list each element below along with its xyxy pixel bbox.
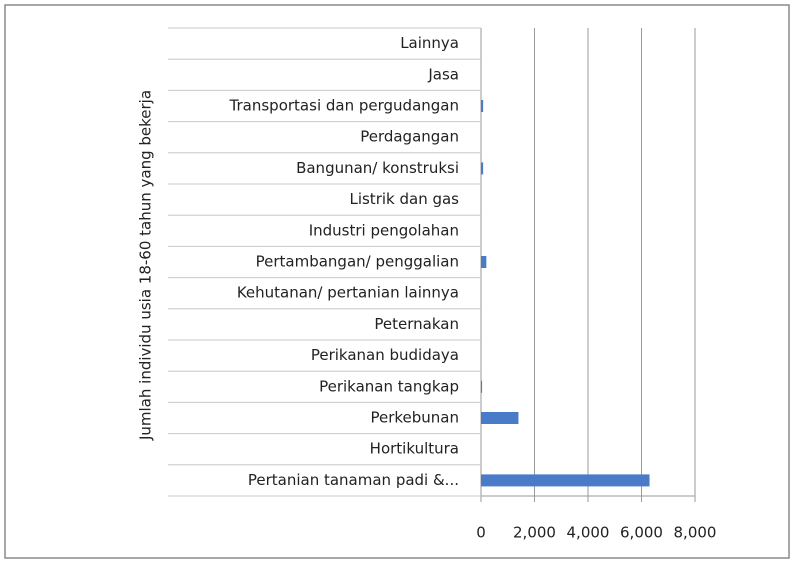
y-tick-label: Listrik dan gas bbox=[349, 190, 459, 208]
y-tick-label: Perkebunan bbox=[370, 409, 459, 427]
x-tick-label: 8,000 bbox=[674, 524, 717, 542]
y-tick-label: Perikanan tangkap bbox=[319, 377, 459, 395]
y-tick-label: Transportasi dan pergudangan bbox=[229, 97, 459, 115]
bar bbox=[481, 162, 484, 175]
frame bbox=[4, 4, 790, 559]
y-tick-label: Bangunan/ konstruksi bbox=[296, 159, 459, 177]
x-tick-label: 6,000 bbox=[620, 524, 663, 542]
y-tick-label: Industri pengolahan bbox=[309, 221, 459, 239]
x-tick-label: 4,000 bbox=[567, 524, 610, 542]
y-tick-label: Pertambangan/ penggalian bbox=[256, 253, 459, 271]
y-tick-label: Peternakan bbox=[374, 315, 459, 333]
bar bbox=[481, 256, 487, 268]
y-tick-label: Jasa bbox=[427, 65, 459, 83]
y-tick-label: Hortikultura bbox=[370, 440, 459, 458]
bar bbox=[481, 412, 519, 424]
x-tick-label: 2,000 bbox=[513, 524, 556, 542]
y-tick-label: Perikanan budidaya bbox=[311, 346, 459, 364]
y-tick-label: Lainnya bbox=[400, 34, 459, 52]
bar bbox=[481, 474, 650, 487]
y-tick-label: Pertanian tanaman padi &... bbox=[248, 471, 459, 489]
x-tick-label: 0 bbox=[476, 524, 486, 542]
y-tick-label: Perdagangan bbox=[360, 128, 459, 146]
y-axis-label: Jumlah individu usia 18-60 tahun yang be… bbox=[137, 90, 155, 441]
y-tick-label: Kehutanan/ pertanian lainnya bbox=[237, 284, 459, 302]
bar bbox=[481, 100, 484, 112]
bar bbox=[481, 380, 483, 393]
